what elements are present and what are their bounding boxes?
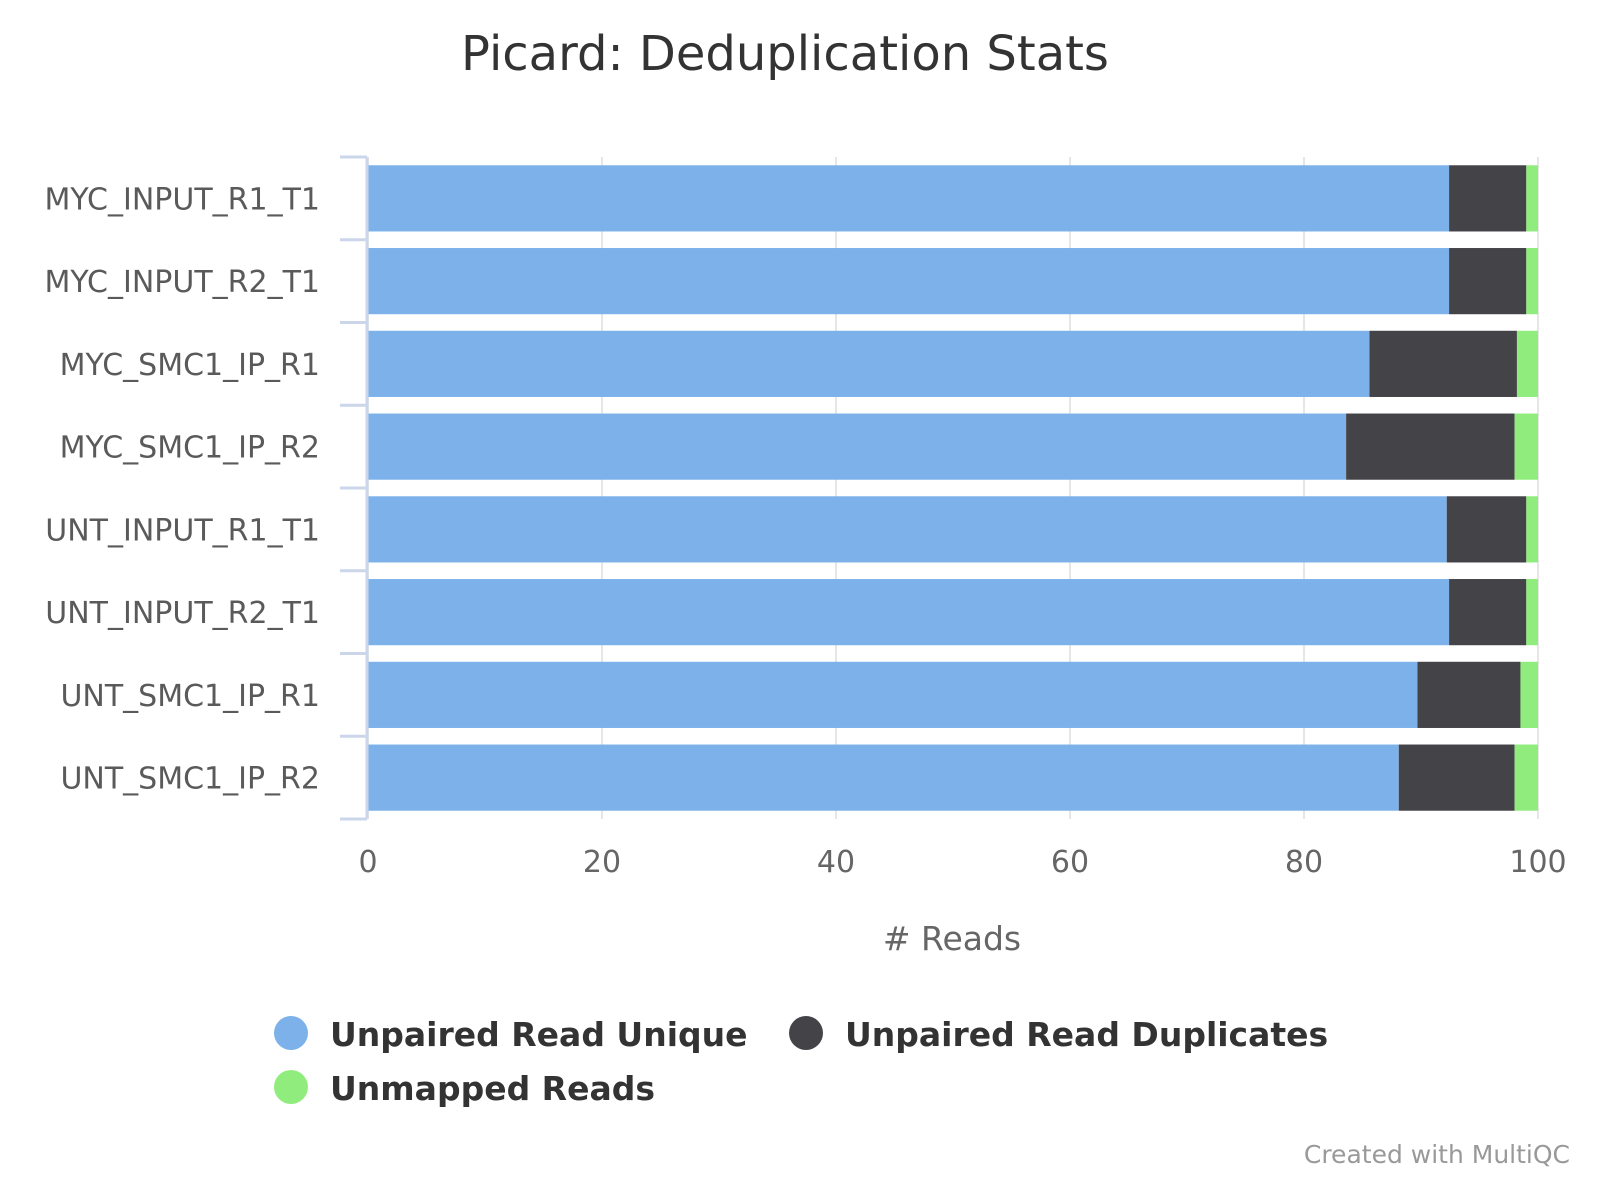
y-category-label: MYC_SMC1_IP_R2	[60, 431, 320, 466]
bars	[368, 165, 1538, 811]
y-category-label: MYC_SMC1_IP_R1	[60, 348, 320, 383]
legend-item[interactable]: Unmapped Reads	[274, 1069, 655, 1108]
bar-segment[interactable]	[368, 413, 1347, 480]
y-category-label: MYC_INPUT_R2_T1	[44, 265, 320, 300]
bar-segment[interactable]	[1526, 248, 1538, 315]
bar-segment[interactable]	[1398, 744, 1515, 811]
bar-segment[interactable]	[368, 579, 1450, 646]
y-category-label: UNT_SMC1_IP_R1	[60, 679, 320, 714]
bar-segment[interactable]	[368, 496, 1447, 563]
bar-segment[interactable]	[368, 165, 1450, 232]
legend-item[interactable]: Unpaired Read Unique	[274, 1015, 748, 1054]
axes: 0 20 40 60 80 100 MYC_INPUT_R1_T1 MYC_INPUT_R2_…	[44, 155, 1567, 880]
y-category-label: UNT_INPUT_R1_T1	[45, 513, 320, 548]
bar-segment[interactable]	[1514, 744, 1538, 811]
x-axis-title: # Reads	[883, 919, 1021, 958]
chart-title: Picard: Deduplication Stats	[461, 26, 1109, 82]
bar-segment[interactable]	[1369, 330, 1517, 397]
bar-segment[interactable]	[1520, 661, 1538, 728]
legend[interactable]: Unpaired Read Unique Unpaired Read Duplic…	[274, 1015, 1328, 1108]
bar-segment[interactable]	[1526, 496, 1538, 563]
credits-link[interactable]: Created with MultiQC	[1304, 1140, 1570, 1169]
legend-symbol	[274, 1016, 308, 1050]
legend-label: Unpaired Read Duplicates	[845, 1015, 1328, 1054]
y-category-label: UNT_SMC1_IP_R2	[60, 762, 320, 797]
bar-segment[interactable]	[368, 744, 1399, 811]
legend-label: Unmapped Reads	[330, 1069, 655, 1108]
bar-segment[interactable]	[1514, 413, 1538, 480]
bar-segment[interactable]	[368, 248, 1450, 315]
bar-segment[interactable]	[1449, 248, 1527, 315]
legend-item[interactable]: Unpaired Read Duplicates	[789, 1015, 1328, 1054]
bar-segment[interactable]	[1526, 579, 1538, 646]
x-tick-label: 40	[817, 845, 855, 880]
bar-segment[interactable]	[1449, 165, 1527, 232]
y-category-label: MYC_INPUT_R1_T1	[44, 182, 320, 217]
x-tick-label: 100	[1509, 845, 1566, 880]
y-category-label: UNT_INPUT_R2_T1	[45, 596, 320, 631]
bar-segment[interactable]	[1516, 330, 1538, 397]
legend-label: Unpaired Read Unique	[330, 1015, 748, 1054]
legend-symbol	[789, 1016, 823, 1050]
x-tick-label: 0	[358, 845, 377, 880]
x-tick-label: 80	[1285, 845, 1323, 880]
bar-segment[interactable]	[1446, 496, 1527, 563]
bar-segment[interactable]	[1346, 413, 1515, 480]
bar-segment[interactable]	[1449, 579, 1527, 646]
bar-segment[interactable]	[368, 330, 1370, 397]
bar-segment[interactable]	[368, 661, 1418, 728]
x-tick-label: 60	[1051, 845, 1089, 880]
bar-segment[interactable]	[1526, 165, 1538, 232]
legend-symbol	[274, 1070, 308, 1104]
x-tick-label: 20	[583, 845, 621, 880]
bar-segment[interactable]	[1417, 661, 1521, 728]
